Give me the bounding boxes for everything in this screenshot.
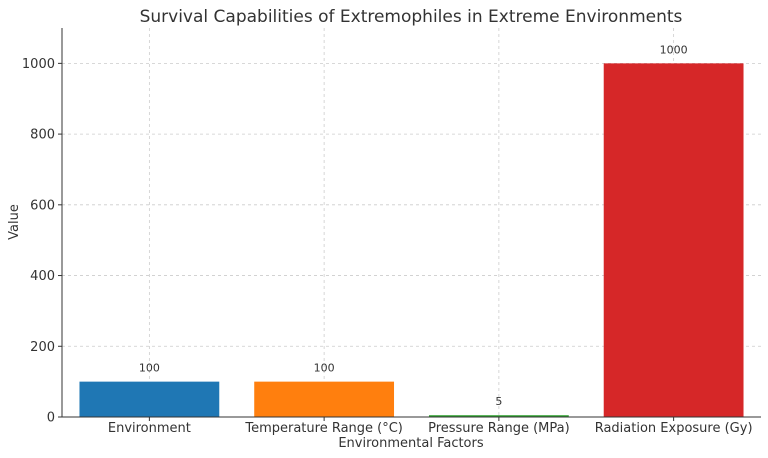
y-tick-label: 800 <box>30 128 55 143</box>
chart-title: Survival Capabilities of Extremophiles i… <box>140 7 683 27</box>
bar-environment <box>79 381 220 417</box>
bar-data-label: 5 <box>495 395 502 408</box>
bar-pressure-range-mpa <box>428 415 569 417</box>
bars-layer <box>79 63 744 417</box>
y-tick-label: 400 <box>30 269 55 284</box>
bar-temperature-range-c <box>254 381 395 417</box>
y-tick-label: 200 <box>30 340 55 355</box>
x-axis-label: Environmental Factors <box>338 436 484 451</box>
axes-layer <box>58 28 761 421</box>
bar-data-label: 100 <box>139 362 160 375</box>
y-tick-label: 0 <box>47 411 55 426</box>
bar-radiation-exposure-gy <box>603 63 744 417</box>
y-tick-label: 600 <box>30 198 55 213</box>
x-tick-label: Pressure Range (MPa) <box>428 421 570 436</box>
x-tick-label: Environment <box>108 421 191 436</box>
y-axis-label: Value <box>7 204 22 240</box>
y-tick-label: 1000 <box>22 57 55 72</box>
bar-data-label: 1000 <box>660 43 688 56</box>
x-tick-label: Temperature Range (°C) <box>244 421 403 436</box>
labels-layer: 0 200 400 600 800 1000 100 Environment 100 Temper… <box>22 43 753 436</box>
bar-data-label: 100 <box>314 362 335 375</box>
x-tick-label: Radiation Exposure (Gy) <box>595 421 753 436</box>
